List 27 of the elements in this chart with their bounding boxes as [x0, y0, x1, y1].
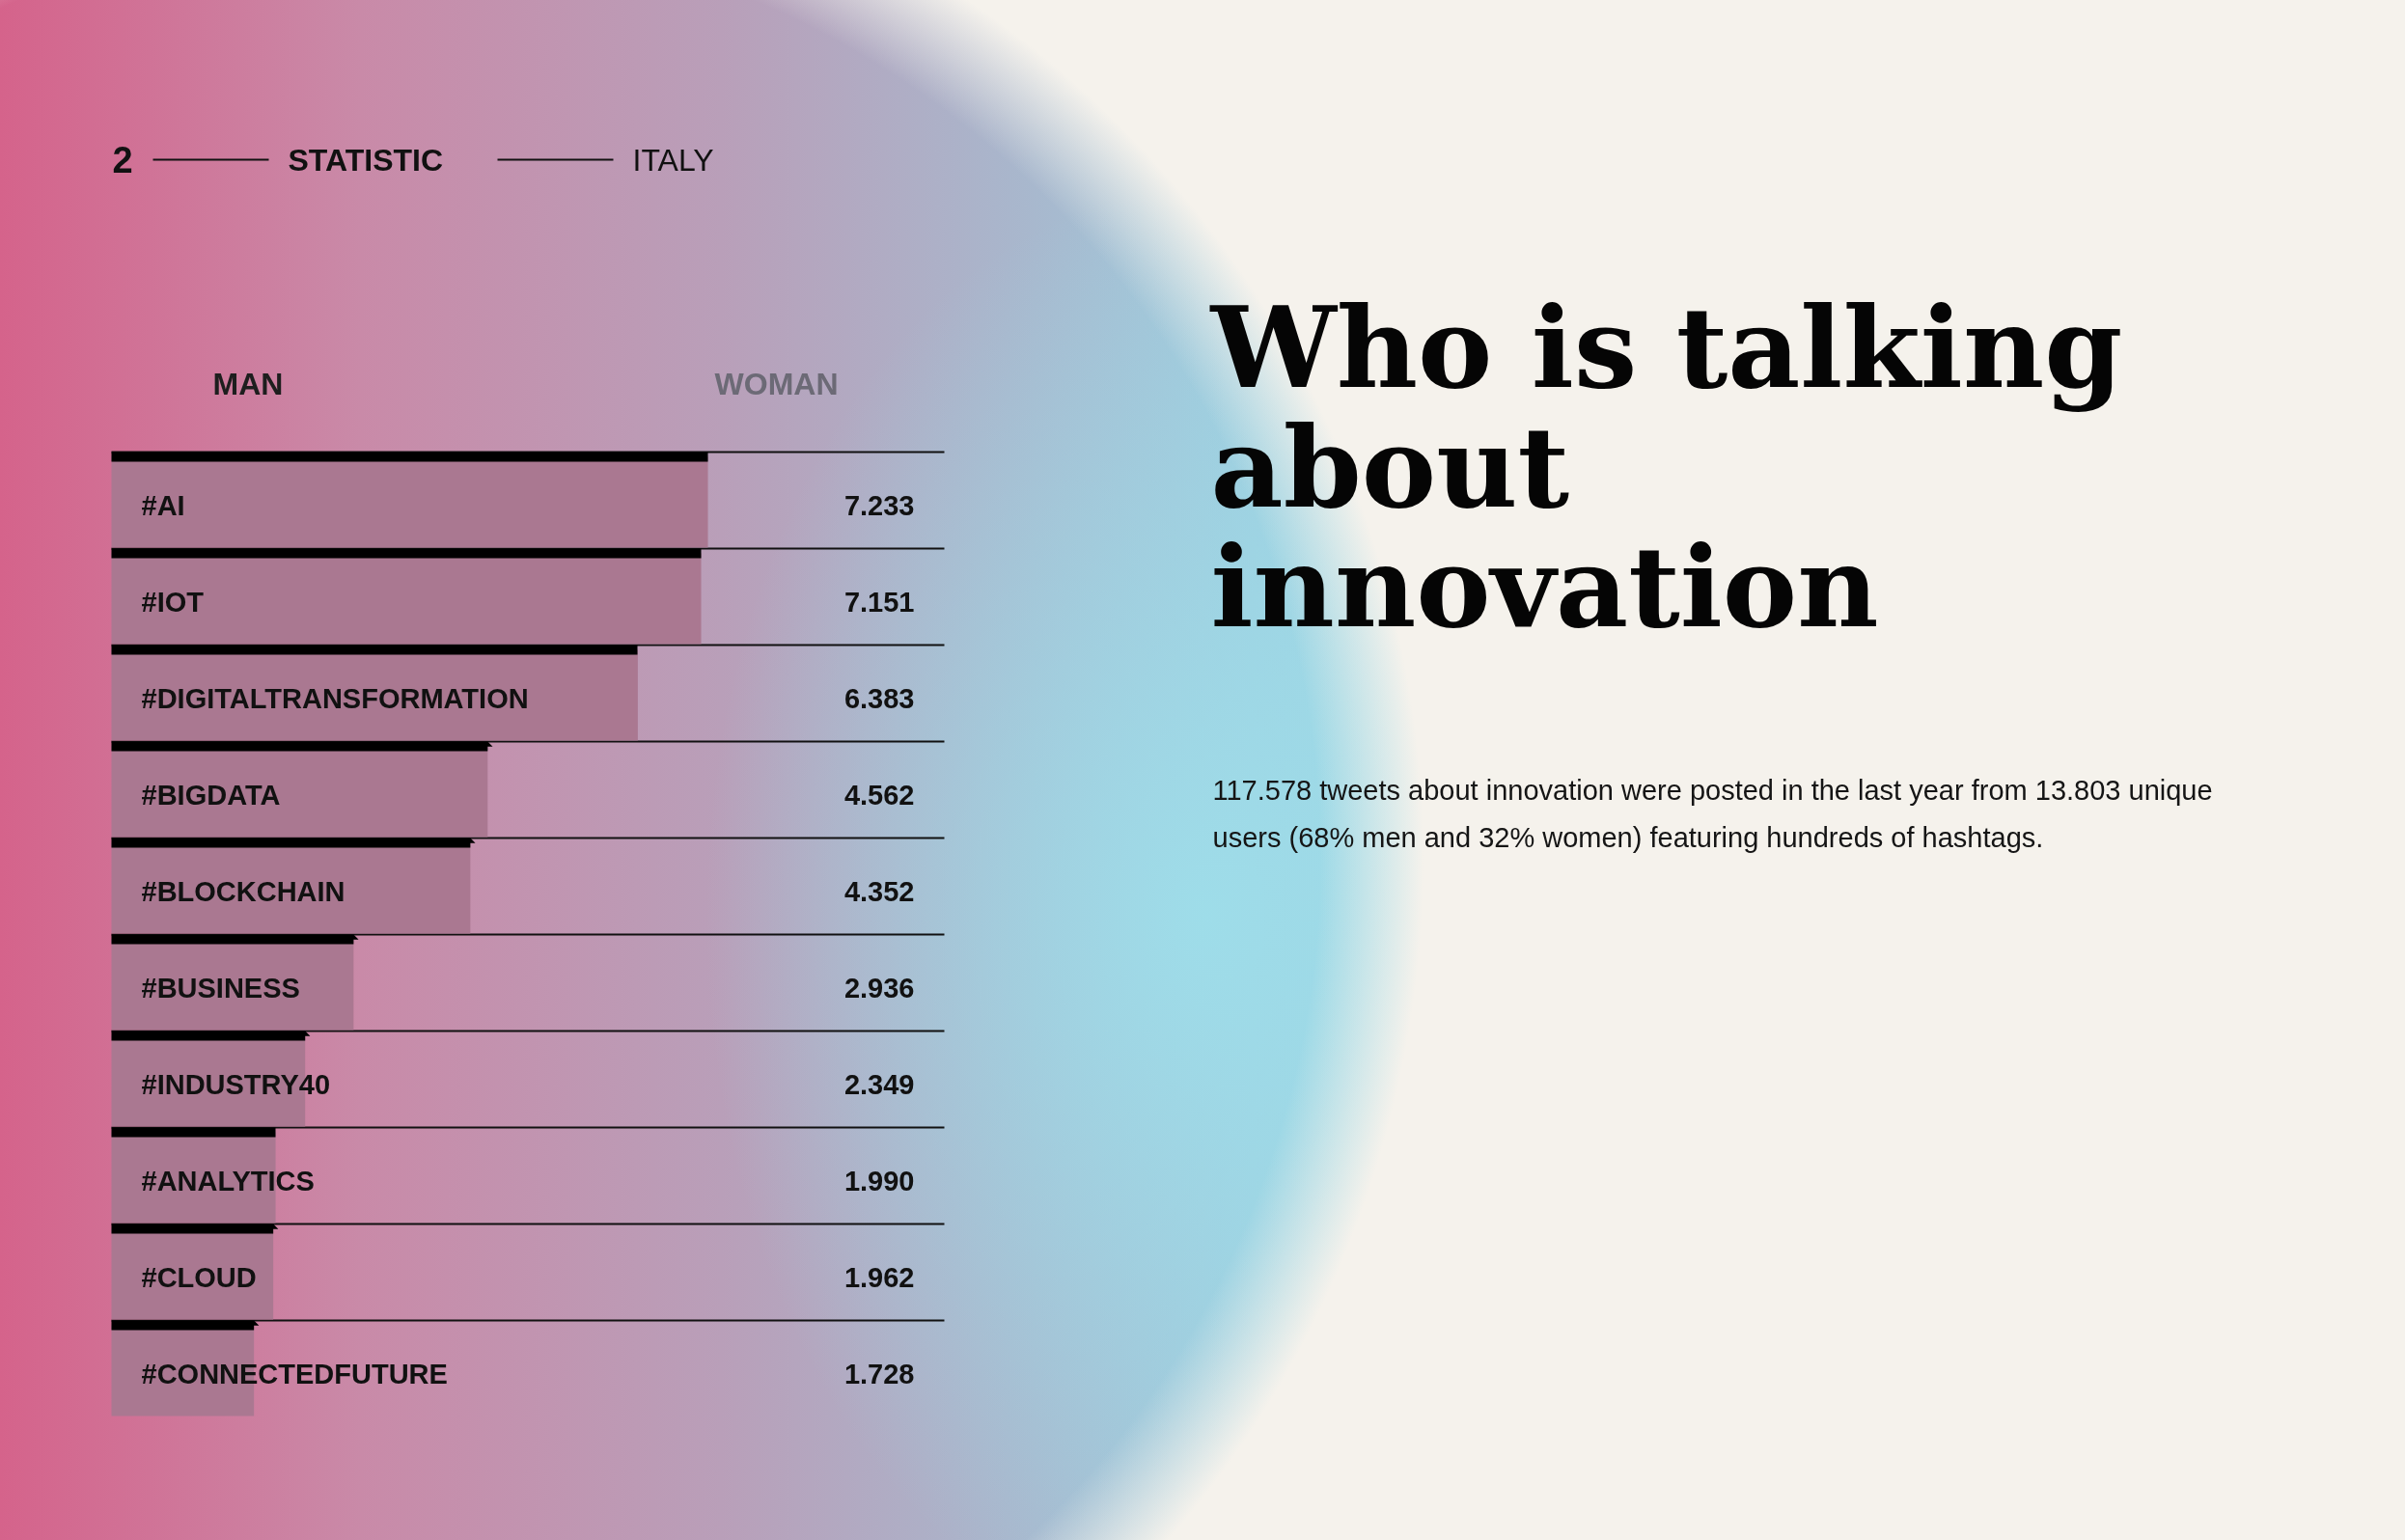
y-tick-label: #CONNECTEDFUTURE [141, 1358, 448, 1389]
y-tick-label: #BUSINESS [141, 972, 300, 1004]
text: WOMAN [714, 366, 839, 401]
y-tick-label: #ANALYTICS [141, 1165, 315, 1196]
y-tick-label: #DIGITALTRANSFORMATION [141, 682, 529, 714]
y-tick-label: #CLOUD [141, 1261, 257, 1293]
data-label: 6.383 [843, 682, 915, 714]
data-label: 7.151 [843, 586, 915, 618]
data-label: 1.728 [843, 1358, 915, 1389]
data-label: 1.990 [843, 1165, 915, 1196]
y-tick-label: #INDUSTRY40 [141, 1068, 331, 1100]
data-label: 4.352 [843, 875, 915, 907]
text: MAN [212, 366, 284, 401]
text: Who is talking about innovation [1208, 281, 2123, 652]
y-tick-label: #IOT [141, 586, 205, 618]
data-label: 1.962 [843, 1261, 915, 1293]
text: 2 [112, 140, 133, 180]
y-tick-label: #BIGDATA [141, 779, 281, 811]
y-tick-label: #AI [141, 489, 185, 521]
text: ITALY [632, 142, 714, 178]
text: STATISTIC [288, 142, 444, 178]
data-label: 4.562 [843, 779, 915, 811]
data-label: 2.349 [843, 1068, 915, 1100]
y-tick-label: #BLOCKCHAIN [141, 875, 346, 907]
text: 117.578 tweets about innovation were posted in the last year from 13.803 unique users (68% men and 32% women) featuring hundreds of hashtags. [1212, 774, 2213, 853]
data-label: 7.233 [843, 489, 915, 521]
data-label: 2.936 [843, 972, 915, 1004]
